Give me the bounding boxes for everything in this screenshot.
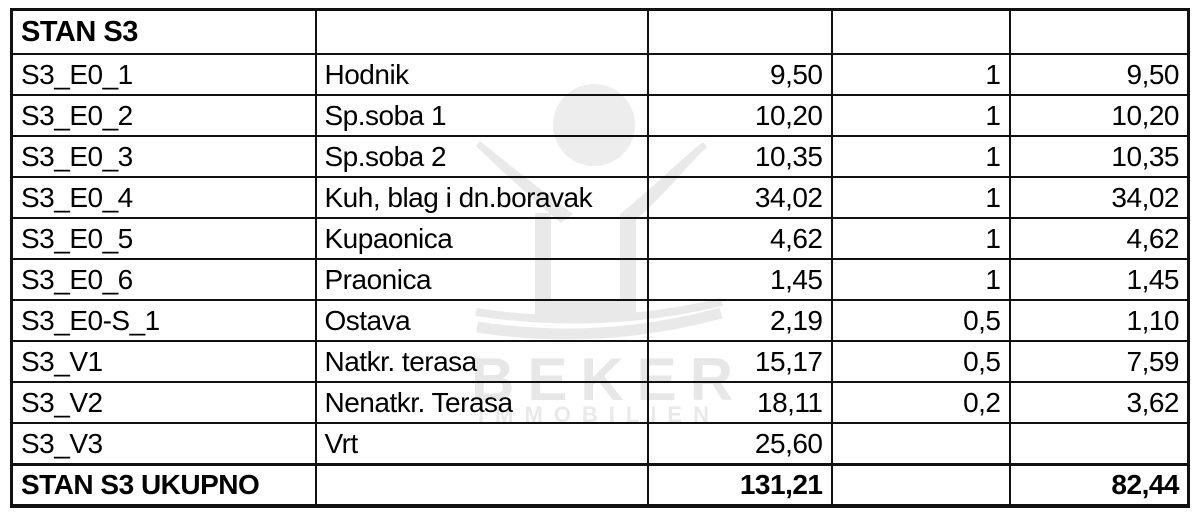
cell-area: 4,62 bbox=[646, 217, 833, 260]
total-coef-cell bbox=[830, 463, 1011, 508]
cell-name: Praonica bbox=[314, 258, 649, 301]
cell-name: Kupaonica bbox=[314, 217, 649, 260]
table-row: S3_E0_3 Sp.soba 2 10,35 1 10,35 bbox=[10, 135, 1190, 178]
table-row: S3_E0-S_1 Ostava 2,19 0,5 1,10 bbox=[10, 299, 1190, 342]
cell-code: S3_E0-S_1 bbox=[10, 299, 317, 342]
header-empty-cell bbox=[830, 8, 1011, 55]
cell-name: Vrt bbox=[314, 422, 649, 466]
table-row: S3_E0_4 Kuh, blag i dn.boravak 34,02 1 3… bbox=[10, 176, 1190, 219]
cell-result: 1,10 bbox=[1008, 299, 1190, 342]
cell-coef: 0,2 bbox=[830, 381, 1011, 424]
cell-result: 10,35 bbox=[1008, 135, 1190, 178]
area-table: STAN S3 S3_E0_1 Hodnik 9,50 1 9,50 S3_E0… bbox=[10, 8, 1190, 508]
total-result: 82,44 bbox=[1008, 463, 1190, 508]
cell-result: 4,62 bbox=[1008, 217, 1190, 260]
table-header-row: STAN S3 bbox=[10, 8, 1190, 55]
table-row: S3_V2 Nenatkr. Terasa 18,11 0,2 3,62 bbox=[10, 381, 1190, 424]
cell-name: Natkr. terasa bbox=[314, 340, 649, 383]
cell-name: Ostava bbox=[314, 299, 649, 342]
cell-coef: 0,5 bbox=[830, 299, 1011, 342]
table-row: S3_E0_2 Sp.soba 1 10,20 1 10,20 bbox=[10, 94, 1190, 137]
cell-area: 9,50 bbox=[646, 53, 833, 96]
table-row: S3_V1 Natkr. terasa 15,17 0,5 7,59 bbox=[10, 340, 1190, 383]
cell-coef: 1 bbox=[830, 135, 1011, 178]
cell-coef: 1 bbox=[830, 258, 1011, 301]
cell-code: S3_V2 bbox=[10, 381, 317, 424]
cell-coef bbox=[830, 422, 1011, 466]
table-row: S3_E0_5 Kupaonica 4,62 1 4,62 bbox=[10, 217, 1190, 260]
header-empty-cell bbox=[1008, 8, 1190, 55]
table-row: S3_V3 Vrt 25,60 bbox=[10, 422, 1190, 466]
cell-area: 2,19 bbox=[646, 299, 833, 342]
cell-code: S3_E0_3 bbox=[10, 135, 317, 178]
cell-name: Sp.soba 2 bbox=[314, 135, 649, 178]
cell-area: 10,20 bbox=[646, 94, 833, 137]
cell-coef: 1 bbox=[830, 176, 1011, 219]
cell-area: 34,02 bbox=[646, 176, 833, 219]
cell-name: Nenatkr. Terasa bbox=[314, 381, 649, 424]
cell-code: S3_E0_6 bbox=[10, 258, 317, 301]
cell-area: 10,35 bbox=[646, 135, 833, 178]
cell-result: 7,59 bbox=[1008, 340, 1190, 383]
header-empty-cell bbox=[314, 8, 649, 55]
cell-code: S3_E0_5 bbox=[10, 217, 317, 260]
cell-result: 10,20 bbox=[1008, 94, 1190, 137]
total-empty-cell bbox=[314, 463, 649, 508]
header-empty-cell bbox=[646, 8, 833, 55]
cell-result: 1,45 bbox=[1008, 258, 1190, 301]
total-area: 131,21 bbox=[646, 463, 833, 508]
cell-result bbox=[1008, 422, 1190, 466]
cell-name: Hodnik bbox=[314, 53, 649, 96]
cell-code: S3_E0_2 bbox=[10, 94, 317, 137]
cell-area: 1,45 bbox=[646, 258, 833, 301]
cell-result: 34,02 bbox=[1008, 176, 1190, 219]
cell-result: 3,62 bbox=[1008, 381, 1190, 424]
cell-code: S3_E0_1 bbox=[10, 53, 317, 96]
cell-code: S3_V1 bbox=[10, 340, 317, 383]
cell-result: 9,50 bbox=[1008, 53, 1190, 96]
table-row: S3_E0_6 Praonica 1,45 1 1,45 bbox=[10, 258, 1190, 301]
table-row: S3_E0_1 Hodnik 9,50 1 9,50 bbox=[10, 53, 1190, 96]
cell-name: Kuh, blag i dn.boravak bbox=[314, 176, 649, 219]
table-title: STAN S3 bbox=[10, 8, 317, 55]
cell-code: S3_V3 bbox=[10, 422, 317, 466]
cell-coef: 1 bbox=[830, 53, 1011, 96]
cell-area: 15,17 bbox=[646, 340, 833, 383]
table-total-row: STAN S3 UKUPNO 131,21 82,44 bbox=[10, 463, 1190, 508]
cell-coef: 1 bbox=[830, 94, 1011, 137]
total-label: STAN S3 UKUPNO bbox=[10, 463, 317, 508]
cell-area: 25,60 bbox=[646, 422, 833, 466]
cell-name: Sp.soba 1 bbox=[314, 94, 649, 137]
cell-code: S3_E0_4 bbox=[10, 176, 317, 219]
cell-coef: 0,5 bbox=[830, 340, 1011, 383]
cell-area: 18,11 bbox=[646, 381, 833, 424]
cell-coef: 1 bbox=[830, 217, 1011, 260]
